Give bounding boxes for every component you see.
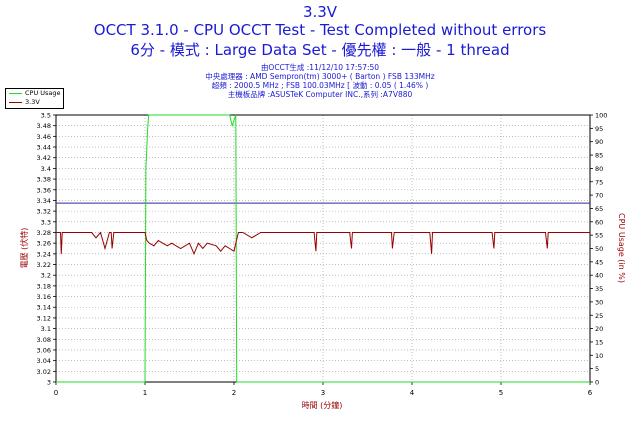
y-left-tick-label: 3.08 xyxy=(37,336,51,344)
y-left-tick-label: 3.04 xyxy=(37,357,51,365)
plot-area xyxy=(55,114,591,383)
y-left-tick-label: 3.02 xyxy=(37,368,51,376)
y-left-tick-label: 3.06 xyxy=(37,346,51,354)
y-right-tick-label: 75 xyxy=(595,178,603,186)
y-left-tick-label: 3.5 xyxy=(41,112,51,120)
x-axis-label: 時間 (分鐘) xyxy=(302,400,343,410)
y-left-tick-label: 3.38 xyxy=(37,176,51,184)
y-right-tick-label: 100 xyxy=(595,112,607,120)
y-left-tick-label: 3.22 xyxy=(37,261,51,269)
x-tick-label: 1 xyxy=(143,389,147,397)
x-tick-label: 5 xyxy=(499,389,503,397)
y-right-tick-label: 35 xyxy=(595,285,603,293)
y-right-tick-label: 70 xyxy=(595,192,603,200)
y-right-tick-label: 25 xyxy=(595,312,603,320)
chart-legend: CPU Usage 3.3V xyxy=(5,88,64,109)
y-right-tick-label: 55 xyxy=(595,232,603,240)
series-line-3-3v xyxy=(56,231,590,256)
y-right-tick-label: 60 xyxy=(595,218,603,226)
y-left-tick-label: 3.1 xyxy=(41,325,51,333)
subtitle-motherboard: 主機板品牌 :ASUSTeK Computer INC.,系列 :A7V880 xyxy=(227,90,413,99)
chart-grid xyxy=(56,115,590,382)
y-right-tick-label: 10 xyxy=(595,352,603,360)
y-left-tick-label: 3.26 xyxy=(37,240,51,248)
y-left-tick-label: 3.32 xyxy=(37,208,51,216)
y-right-tick-label: 80 xyxy=(595,165,603,173)
y-right-tick-label: 20 xyxy=(595,325,603,333)
y-axis-right-label: CPU Usage (in %) xyxy=(617,213,626,283)
x-tick-label: 3 xyxy=(321,389,325,397)
x-tick-label: 0 xyxy=(54,389,58,397)
subtitle-generated: 由OCCT生成 :11/12/10 17:57:50 xyxy=(260,63,380,72)
y-right-tick-label: 15 xyxy=(595,338,603,346)
chart-ticks: 3 3.02 3.04 3.06 3.08 3.1 3.12 3.14 3.16 3.18 3.2 3… xyxy=(37,112,608,398)
y-left-tick-label: 3.3 xyxy=(41,218,51,226)
x-tick-label: 6 xyxy=(588,389,593,397)
x-tick-label: 2 xyxy=(232,389,236,397)
y-left-tick-label: 3.42 xyxy=(37,154,51,162)
y-right-tick-label: 45 xyxy=(595,258,603,266)
subtitle-overclock: 超頻 : 2000.5 MHz ; FSB 100.03MHz [ 波動 : 0… xyxy=(211,81,429,90)
chart-series xyxy=(56,114,590,383)
legend-label-3v3: 3.3V xyxy=(25,98,40,106)
y-left-tick-label: 3.28 xyxy=(37,229,51,237)
green-line-icon xyxy=(9,93,22,94)
y-right-tick-label: 85 xyxy=(595,152,603,160)
chart-title-line2: OCCT 3.1.0 - CPU OCCT Test - Test Comple… xyxy=(93,21,547,39)
y-left-tick-label: 3.48 xyxy=(37,122,51,130)
chart-title-line1: 3.3V xyxy=(302,3,338,21)
chart-title-line3: 6分 - 模式 : Large Data Set - 優先權 : 一般 - 1 … xyxy=(130,41,510,59)
y-left-tick-label: 3.46 xyxy=(37,133,51,141)
y-right-tick-label: 95 xyxy=(595,125,603,133)
y-right-tick-label: 65 xyxy=(595,205,603,213)
y-right-tick-label: 50 xyxy=(595,245,603,253)
y-left-tick-label: 3.4 xyxy=(41,165,51,173)
y-left-tick-label: 3.44 xyxy=(37,144,51,152)
legend-item-cpu-usage: CPU Usage xyxy=(6,89,63,98)
series-line-cpu-usage xyxy=(56,114,590,383)
x-tick-label: 4 xyxy=(410,389,415,397)
legend-label-cpu-usage: CPU Usage xyxy=(25,89,61,97)
y-right-tick-label: 0 xyxy=(595,379,599,387)
y-axis-left-label: 電壓 (伏特) xyxy=(19,228,29,269)
y-right-tick-label: 90 xyxy=(595,138,603,146)
y-left-tick-label: 3.18 xyxy=(37,282,51,290)
red-line-icon xyxy=(9,102,22,103)
y-left-tick-label: 3.24 xyxy=(37,250,51,258)
y-right-tick-label: 30 xyxy=(595,298,603,306)
y-left-tick-label: 3.12 xyxy=(37,314,51,322)
y-left-tick-label: 3.2 xyxy=(41,272,51,280)
y-left-tick-label: 3.14 xyxy=(37,304,51,312)
chart-axes xyxy=(55,114,591,383)
legend-item-3v3: 3.3V xyxy=(6,98,63,107)
subtitle-cpu: 中央處理器 : AMD Sempron(tm) 3000+ ( Barton )… xyxy=(205,72,435,81)
y-left-tick-label: 3.34 xyxy=(37,197,51,205)
y-left-tick-label: 3 xyxy=(47,379,51,387)
y-right-tick-label: 40 xyxy=(595,272,603,280)
y-left-tick-label: 3.16 xyxy=(37,293,51,301)
y-left-tick-label: 3.36 xyxy=(37,186,51,194)
y-right-tick-label: 5 xyxy=(595,365,599,373)
